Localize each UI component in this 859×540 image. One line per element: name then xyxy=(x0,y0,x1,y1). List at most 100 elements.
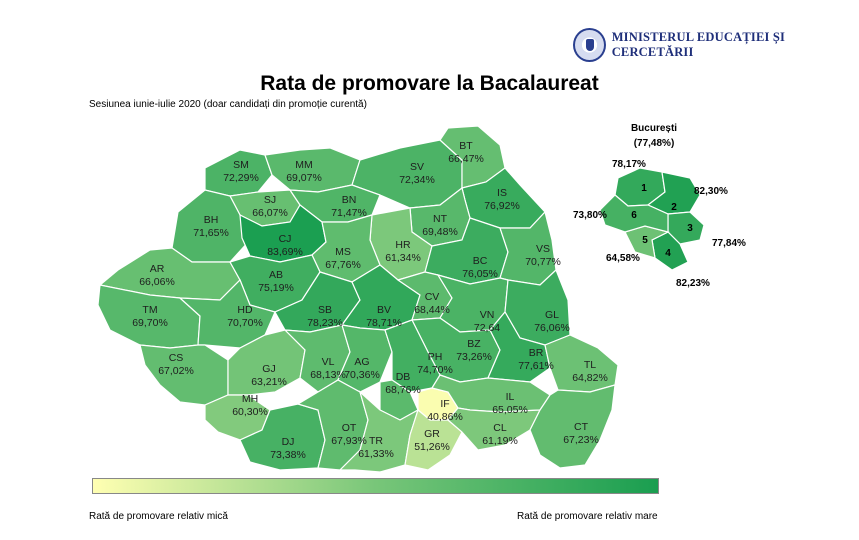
county-code-sj: SJ xyxy=(264,194,276,206)
county-code-bz: BZ xyxy=(467,338,481,350)
county-value-gl: 76,06% xyxy=(534,322,570,334)
county-code-gl: GL xyxy=(545,309,559,321)
county-code-gj: GJ xyxy=(262,363,275,375)
county-value-cl: 61,19% xyxy=(482,435,518,447)
legend-high-label: Rată de promovare relativ mare xyxy=(517,511,658,522)
county-value-bv: 78,71% xyxy=(366,317,402,329)
county-value-mh: 60,30% xyxy=(232,406,268,418)
county-value-gr: 51,26% xyxy=(414,441,450,453)
county-code-sv: SV xyxy=(410,161,424,173)
county-code-nt: NT xyxy=(433,213,448,225)
county-value-hd: 70,70% xyxy=(227,317,263,329)
county-code-tl: TL xyxy=(584,359,596,371)
county-code-bn: BN xyxy=(342,194,357,206)
county-value-mm: 69,07% xyxy=(286,172,322,184)
ministry-seal-logo xyxy=(573,28,606,62)
county-value-sm: 72,29% xyxy=(223,172,259,184)
county-code-cl: CL xyxy=(493,422,507,434)
map-subtitle: Sesiunea iunie-iulie 2020 (doar candidaț… xyxy=(89,99,367,110)
county-code-ag: AG xyxy=(354,356,369,368)
county-code-cj: CJ xyxy=(279,233,292,245)
county-code-ct: CT xyxy=(574,421,589,433)
county-value-tm: 69,70% xyxy=(132,317,168,329)
ministry-name: MINISTERUL EDUCAȚIEI ȘI CERCETĂRII xyxy=(611,30,786,59)
county-code-ot: OT xyxy=(342,422,357,434)
county-ct xyxy=(529,384,616,469)
county-code-cs: CS xyxy=(169,352,184,364)
county-value-ph: 74,70% xyxy=(417,364,453,376)
sector-number-1: 1 xyxy=(641,183,647,194)
bucuresti-title: București xyxy=(631,123,677,134)
county-code-hd: HD xyxy=(237,304,253,316)
county-value-is: 76,92% xyxy=(484,200,520,212)
bucuresti-total: (77,48%) xyxy=(634,138,675,149)
county-code-dj: DJ xyxy=(282,436,295,448)
county-code-ph: PH xyxy=(428,351,443,363)
county-value-ms: 67,76% xyxy=(325,259,361,271)
bucuresti-sector-6 xyxy=(599,194,669,233)
sector-number-2: 2 xyxy=(671,202,677,213)
county-code-hr: HR xyxy=(395,239,411,251)
county-code-vs: VS xyxy=(536,243,550,255)
county-value-br: 77,61% xyxy=(518,360,554,372)
sector-number-4: 4 xyxy=(665,248,671,259)
counties-layer xyxy=(97,125,619,473)
county-code-tr: TR xyxy=(369,435,383,447)
sector-value-1: 78,17% xyxy=(612,159,646,170)
county-code-gr: GR xyxy=(424,428,440,440)
county-value-il: 65,05% xyxy=(492,404,528,416)
county-code-sm: SM xyxy=(233,159,249,171)
county-code-bt: BT xyxy=(459,140,473,152)
sector-value-3: 77,84% xyxy=(712,238,746,249)
bucuresti-inset: 1 78,17% 2 82,30% 3 77,84% 4 82,23% 564,58% 6 73,8… xyxy=(573,123,746,289)
county-code-db: DB xyxy=(396,371,411,383)
county-value-ag: 70,36% xyxy=(344,369,380,381)
county-value-dj: 73,38% xyxy=(270,449,306,461)
county-value-db: 68,76% xyxy=(385,384,421,396)
county-value-bz: 73,26% xyxy=(456,351,492,363)
county-value-bt: 66,47% xyxy=(448,153,484,165)
county-code-mm: MM xyxy=(295,159,313,171)
county-code-bv: BV xyxy=(377,304,391,316)
county-value-ot: 67,93% xyxy=(331,435,367,447)
sector-value-2: 82,30% xyxy=(694,186,728,197)
county-value-cj: 83,69% xyxy=(267,246,303,258)
county-code-br: BR xyxy=(529,347,544,359)
county-value-bh: 71,65% xyxy=(193,227,229,239)
county-code-bc: BC xyxy=(473,255,488,267)
county-value-vs: 70,77% xyxy=(525,256,561,268)
county-value-bc: 76,05% xyxy=(462,268,498,280)
county-code-ab: AB xyxy=(269,269,283,281)
county-value-sv: 72,34% xyxy=(399,174,435,186)
county-code-sb: SB xyxy=(318,304,332,316)
county-value-cs: 67,02% xyxy=(158,365,194,377)
county-code-vl: VL xyxy=(322,356,335,368)
county-gr xyxy=(404,408,463,471)
county-value-hr: 61,34% xyxy=(385,252,421,264)
county-code-ms: MS xyxy=(335,246,351,258)
county-value-cv: 68,44% xyxy=(414,304,450,316)
county-code-cv: CV xyxy=(425,291,440,303)
sector-value-4: 82,23% xyxy=(676,278,710,289)
legend-low-label: Rată de promovare relativ mică xyxy=(89,511,228,522)
county-value-ab: 75,19% xyxy=(258,282,294,294)
sector-number-6: 6 xyxy=(631,210,637,221)
county-value-nt: 69,48% xyxy=(422,226,458,238)
county-value-sb: 78,23% xyxy=(307,317,343,329)
county-code-il: IL xyxy=(506,391,515,403)
county-value-vl: 68,13% xyxy=(310,369,346,381)
county-code-mh: MH xyxy=(242,393,258,405)
county-value-if: 40,86% xyxy=(427,411,463,423)
county-value-gj: 63,21% xyxy=(251,376,287,388)
map-title: Rata de promovare la Bacalaureat xyxy=(260,72,599,95)
county-cl xyxy=(447,407,541,451)
sector-value-5: 64,58% xyxy=(606,253,640,264)
county-value-ar: 66,06% xyxy=(139,276,175,288)
county-code-tm: TM xyxy=(142,304,157,316)
county-value-tr: 61,33% xyxy=(358,448,394,460)
county-value-bn: 71,47% xyxy=(331,207,367,219)
county-value-sj: 66,07% xyxy=(252,207,288,219)
county-code-is: IS xyxy=(497,187,507,199)
